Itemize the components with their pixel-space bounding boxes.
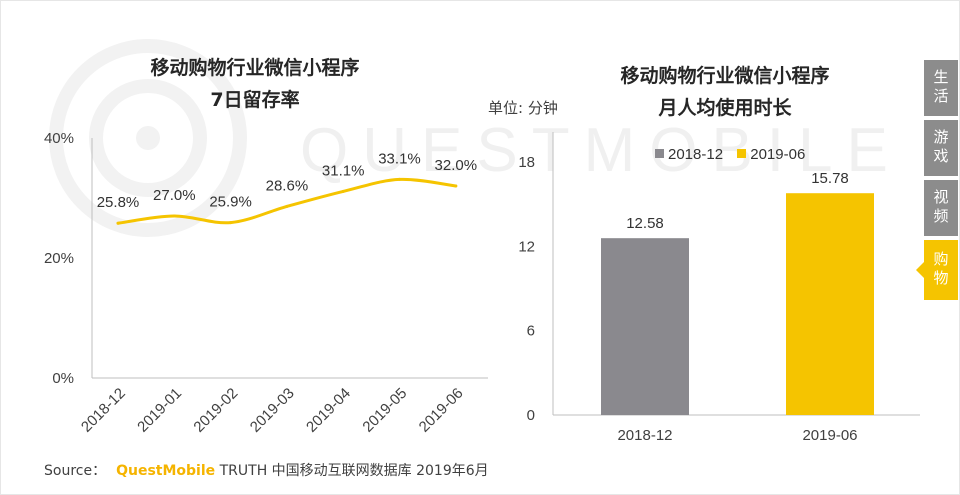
bar-2019-06 [786,193,874,415]
data-label: 27.0% [153,187,196,204]
source-brand: QuestMobile [116,463,216,479]
side-tab-bar: 生活 游戏 视频 购物 [916,60,960,304]
source-note: Source： QuestMobile TRUTH 中国移动互联网数据库 2019… [44,460,489,480]
source-text: TRUTH 中国移动互联网数据库 2019年6月 [219,463,489,479]
bar-legend: 2018-12 2019-06 [655,146,815,163]
side-tab-label: 游戏 [931,129,950,167]
data-label: 31.1% [322,162,365,179]
right-chart-title-line2: 月人均使用时长 [658,97,792,119]
y-tick-label: 6 [527,323,535,340]
y-tick-label: 18 [518,154,535,171]
active-tab-arrow-icon [916,262,924,278]
left-chart-title-line2: 7日留存率 [210,89,300,111]
legend-label: 2018-12 [668,146,724,163]
bar-2018-12 [601,238,689,415]
side-tab-video[interactable]: 视频 [924,180,958,236]
side-tab-life[interactable]: 生活 [924,60,958,116]
retention-point [229,221,233,225]
legend-item-2018-12: 2018-12 [655,146,723,163]
bar-value-label: 12.58 [626,215,664,232]
retention-point [285,204,289,208]
retention-point [341,189,345,193]
y-tick-label: 40% [44,130,74,147]
retention-point [172,214,176,218]
data-label: 28.6% [266,177,309,194]
source-prefix: Source： [44,463,107,479]
bar-value-label: 15.78 [811,170,849,187]
data-label: 25.8% [97,194,140,211]
side-tab-label: 购物 [931,251,950,289]
x-tick-label: 2019-06 [802,427,857,444]
retention-point [454,184,458,188]
right-chart-title: 移动购物行业微信小程序 月人均使用时长 [540,60,910,124]
left-chart-title: 移动购物行业微信小程序 7日留存率 [70,52,440,116]
side-tab-label: 生活 [931,69,950,107]
retention-point [398,177,401,181]
right-chart-title-line1: 移动购物行业微信小程序 [620,65,830,87]
legend-swatch-icon [655,149,664,158]
side-tab-games[interactable]: 游戏 [924,120,958,176]
side-tab-shopping[interactable]: 购物 [916,240,958,300]
retention-point [116,221,120,225]
y-tick-label: 0 [527,407,535,424]
unit-label: 单位: 分钟 [488,99,558,117]
y-tick-label: 0% [52,370,74,387]
legend-swatch-icon [737,149,747,158]
side-tab-label: 视频 [931,189,950,227]
left-chart-title-line1: 移动购物行业微信小程序 [150,57,360,79]
data-label: 25.9% [209,194,252,211]
legend-item-2019-06: 2019-06 [737,146,805,163]
data-label: 32.0% [435,157,478,174]
y-tick-label: 12 [518,238,535,255]
data-label: 33.1% [378,150,421,167]
watermark-text: QUESTMOBILE [300,116,902,185]
y-tick-label: 20% [44,250,74,267]
x-tick-label: 2018-12 [617,427,672,444]
legend-label: 2019-06 [750,146,806,163]
